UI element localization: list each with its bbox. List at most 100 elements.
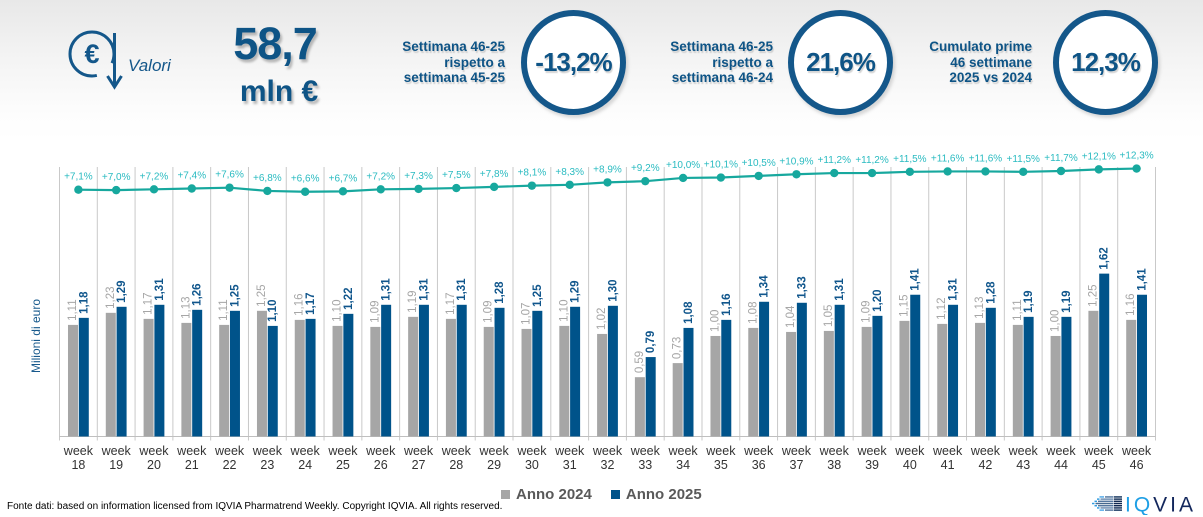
- bar-2025-week-25: [343, 313, 354, 437]
- growth-label: +11,5%: [1006, 154, 1040, 165]
- bar-label-2025: 1,28: [985, 281, 997, 304]
- bar-2025-week-46: [1137, 294, 1148, 437]
- bar-2025-week-38: [834, 304, 845, 437]
- bar-label-2024: 1,17: [445, 292, 457, 314]
- growth-marker-week-38: [830, 168, 839, 178]
- x-label-word: week: [667, 444, 698, 458]
- bar-label-2025: 1,30: [607, 279, 619, 301]
- x-label-number: 41: [941, 458, 955, 472]
- x-label-number: 35: [714, 458, 728, 472]
- logo-speed-line: [1114, 496, 1122, 498]
- growth-label: +10,5%: [742, 158, 776, 169]
- legend-label-2024: Anno 2024: [516, 486, 592, 503]
- x-label-word: week: [252, 444, 283, 458]
- logo-speed-line: [1100, 507, 1114, 509]
- bar-2025-week-36: [759, 301, 770, 437]
- bar-label-2024: 1,11: [218, 299, 230, 321]
- growth-marker-week-32: [603, 178, 612, 187]
- bar-2024-week-27: [408, 316, 419, 437]
- bar-label-2025: 1,33: [796, 276, 808, 298]
- bar-2025-week-18: [78, 317, 89, 437]
- bar-2025-week-24: [305, 318, 316, 437]
- growth-label: +7,6%: [215, 170, 244, 181]
- bar-2024-week-35: [710, 335, 721, 437]
- kpi-2-value: 21,6%: [806, 47, 876, 77]
- x-label-number: 37: [790, 458, 804, 472]
- bar-label-2024: 0,59: [634, 351, 646, 373]
- growth-label: +8,9%: [593, 164, 622, 175]
- growth-marker-week-18: [74, 185, 83, 194]
- growth-marker-week-34: [678, 173, 688, 183]
- bar-label-2024: 1,23: [105, 286, 117, 308]
- bar-label-2024: 1,11: [1012, 299, 1024, 321]
- x-label-word: week: [138, 444, 169, 458]
- kpi-1-value: -13,2%: [535, 47, 612, 77]
- bar-label-2025: 1,18: [78, 291, 90, 314]
- x-label-number: 46: [1130, 458, 1144, 472]
- growth-marker-week-23: [263, 186, 272, 196]
- bar-2024-week-31: [559, 325, 570, 437]
- bar-label-2024: 1,12: [936, 298, 948, 320]
- growth-marker-week-29: [489, 182, 499, 192]
- bar-2024-week-44: [1050, 335, 1061, 437]
- kpi-2-label: Settimana 46-25 rispetto a settimana 46-…: [623, 39, 773, 86]
- bar-2024-week-24: [294, 319, 305, 437]
- bar-label-2024: 1,04: [785, 305, 797, 328]
- growth-marker-week-26: [376, 185, 385, 194]
- logo-speed-line: [1097, 498, 1100, 500]
- legend-item-2025: Anno 2025: [610, 486, 702, 503]
- logo-speed-line: [1114, 502, 1122, 505]
- x-label-word: week: [479, 444, 510, 458]
- growth-label: +7,4%: [177, 170, 206, 181]
- bar-label-2024: 1,09: [861, 301, 873, 323]
- x-label-word: week: [554, 444, 585, 458]
- bar-label-2024: 1,07: [521, 303, 533, 325]
- x-label-number: 25: [336, 458, 350, 472]
- growth-marker-week-39: [867, 168, 877, 178]
- bar-label-2024: 1,10: [558, 300, 570, 322]
- kpi-2-line-3: settimana 46-24: [671, 70, 773, 85]
- x-label-number: 23: [260, 458, 274, 472]
- kpi-1-line-1: Settimana 46-25: [402, 39, 505, 54]
- x-label-word: week: [516, 444, 547, 458]
- legend-swatch-2024: [501, 490, 510, 499]
- bar-label-2025: 1,25: [229, 284, 241, 307]
- x-label-word: week: [819, 444, 850, 458]
- x-label-word: week: [592, 444, 623, 458]
- growth-marker-week-19: [111, 185, 121, 195]
- legend-swatch-2025: [610, 490, 620, 499]
- iqvia-logo-lines: [1092, 496, 1122, 511]
- growth-line-series: +7,1% +7,0% +7,2% +7,4% +7,6% +6,8% +6,6% +6,7%…: [64, 151, 1154, 196]
- bar-2024-week-20: [143, 318, 154, 437]
- growth-label: +10,1%: [704, 160, 738, 171]
- logo-speed-line: [1114, 507, 1122, 509]
- x-label-word: week: [63, 444, 94, 458]
- growth-marker-week-41: [943, 167, 952, 176]
- x-label-word: week: [743, 444, 774, 458]
- x-label-number: 42: [978, 458, 992, 472]
- growth-label: +10,0%: [666, 160, 700, 171]
- x-label-word: week: [1045, 444, 1076, 458]
- x-label-number: 20: [147, 458, 161, 472]
- svg-text:€: €: [84, 39, 99, 69]
- x-label-word: week: [630, 444, 661, 458]
- x-label-number: 44: [1054, 458, 1068, 472]
- growth-label: +12,1%: [1082, 151, 1116, 162]
- x-label-word: week: [101, 444, 132, 458]
- growth-label: +8,3%: [555, 167, 584, 178]
- bar-2024-week-42: [975, 322, 986, 437]
- bar-2024-week-21: [181, 322, 192, 437]
- bar-2025-week-35: [721, 319, 732, 437]
- kpi-1-circle: -13,2%: [521, 10, 626, 115]
- logo-speed-line: [1105, 509, 1114, 511]
- bar-label-2025: 1,28: [494, 281, 506, 304]
- bar-label-2024: 1,00: [709, 310, 721, 332]
- bar-2024-week-30: [521, 328, 532, 437]
- x-label-number: 21: [185, 458, 199, 472]
- kpi-3-line-3: 2025 vs 2024: [949, 70, 1032, 85]
- bar-2025-week-26: [381, 304, 392, 437]
- bar-label-2025: 1,25: [532, 284, 544, 307]
- bar-2024-week-41: [937, 323, 948, 437]
- bar-label-2025: 1,31: [456, 278, 468, 301]
